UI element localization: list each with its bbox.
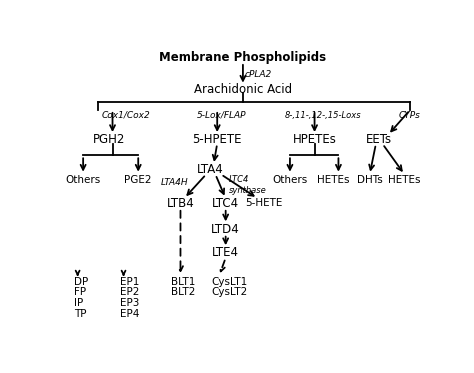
Text: HPETEs: HPETEs — [292, 133, 337, 146]
Text: LTB4: LTB4 — [166, 197, 194, 210]
Text: CYPs: CYPs — [399, 111, 421, 120]
Text: IP: IP — [74, 298, 83, 308]
Text: 5-HETE: 5-HETE — [245, 198, 282, 208]
Text: DP: DP — [74, 277, 88, 287]
Text: LTD4: LTD4 — [211, 223, 240, 236]
Text: cPLA2: cPLA2 — [245, 70, 272, 79]
Text: 8-,11-,12-,15-Loxs: 8-,11-,12-,15-Loxs — [285, 111, 362, 120]
Text: PGH2: PGH2 — [92, 133, 125, 146]
Text: HETEs: HETEs — [317, 175, 349, 185]
Text: Others: Others — [65, 175, 101, 185]
Text: Arachidonic Acid: Arachidonic Acid — [194, 83, 292, 96]
Text: LTC4: LTC4 — [212, 197, 239, 210]
Text: CysLT1: CysLT1 — [212, 277, 248, 287]
Text: EP2: EP2 — [120, 287, 139, 297]
Text: LTA4H: LTA4H — [160, 178, 188, 186]
Text: HETEs: HETEs — [388, 175, 421, 185]
Text: EP3: EP3 — [120, 298, 139, 308]
Text: EP4: EP4 — [120, 308, 139, 319]
Text: FP: FP — [74, 287, 86, 297]
Text: EP1: EP1 — [120, 277, 139, 287]
Text: EETs: EETs — [366, 133, 392, 146]
Text: LTC4
synthase: LTC4 synthase — [229, 175, 267, 195]
Text: TP: TP — [74, 308, 86, 319]
Text: PGE2: PGE2 — [125, 175, 152, 185]
Text: LTE4: LTE4 — [212, 247, 239, 260]
Text: DHTs: DHTs — [357, 175, 383, 185]
Text: Membrane Phospholipids: Membrane Phospholipids — [159, 51, 327, 64]
Text: Others: Others — [273, 175, 308, 185]
Text: BLT2: BLT2 — [171, 287, 196, 297]
Text: LTA4: LTA4 — [197, 163, 223, 176]
Text: CysLT2: CysLT2 — [212, 287, 248, 297]
Text: Cox1/Cox2: Cox1/Cox2 — [101, 111, 150, 120]
Text: 5-HPETE: 5-HPETE — [192, 133, 242, 146]
Text: BLT1: BLT1 — [171, 277, 196, 287]
Text: 5-Lox/FLAP: 5-Lox/FLAP — [197, 111, 246, 120]
